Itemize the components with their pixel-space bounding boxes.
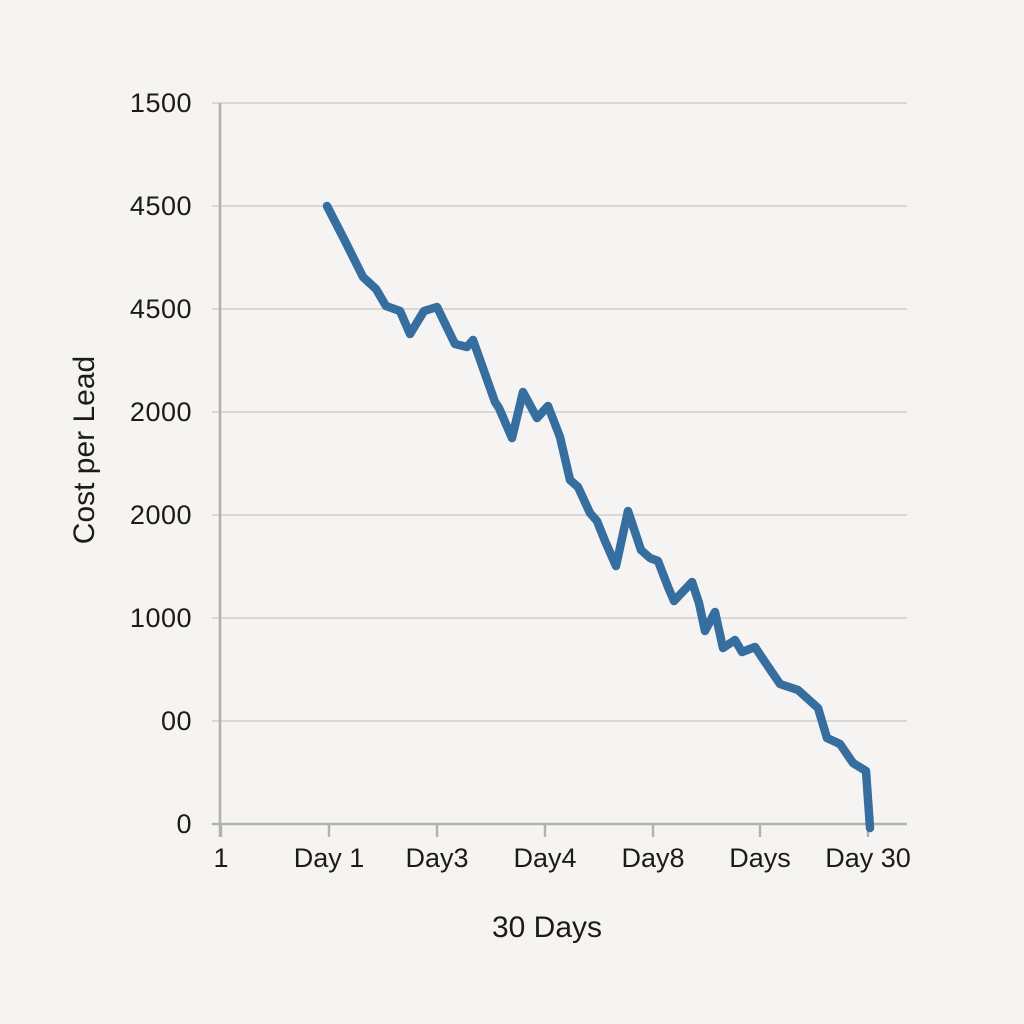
x-tick-label: Day3 — [405, 843, 469, 873]
y-tick-label: 2000 — [129, 500, 192, 530]
y-tick-label: 0 — [176, 809, 192, 839]
x-tick-label: Days — [729, 843, 791, 873]
x-tick-label: Day 30 — [825, 843, 911, 873]
y-tick-label: 00 — [160, 706, 192, 736]
cost-per-lead-line — [322, 201, 875, 833]
x-tick-label: Day8 — [621, 843, 685, 873]
y-tick-label: 1000 — [129, 603, 192, 633]
y-axis-title: Cost per Lead — [68, 355, 101, 545]
y-tick-label: 2000 — [129, 397, 192, 427]
y-tick-label: 4500 — [129, 294, 192, 324]
x-axis-title: 30 Days — [491, 911, 603, 944]
x-tick-label: 1 — [213, 843, 229, 873]
x-tick-label: Day4 — [513, 843, 577, 873]
y-tick-label: 4500 — [129, 191, 192, 221]
y-tick-label: 1500 — [129, 88, 192, 118]
x-tick-label: Day 1 — [293, 843, 365, 873]
